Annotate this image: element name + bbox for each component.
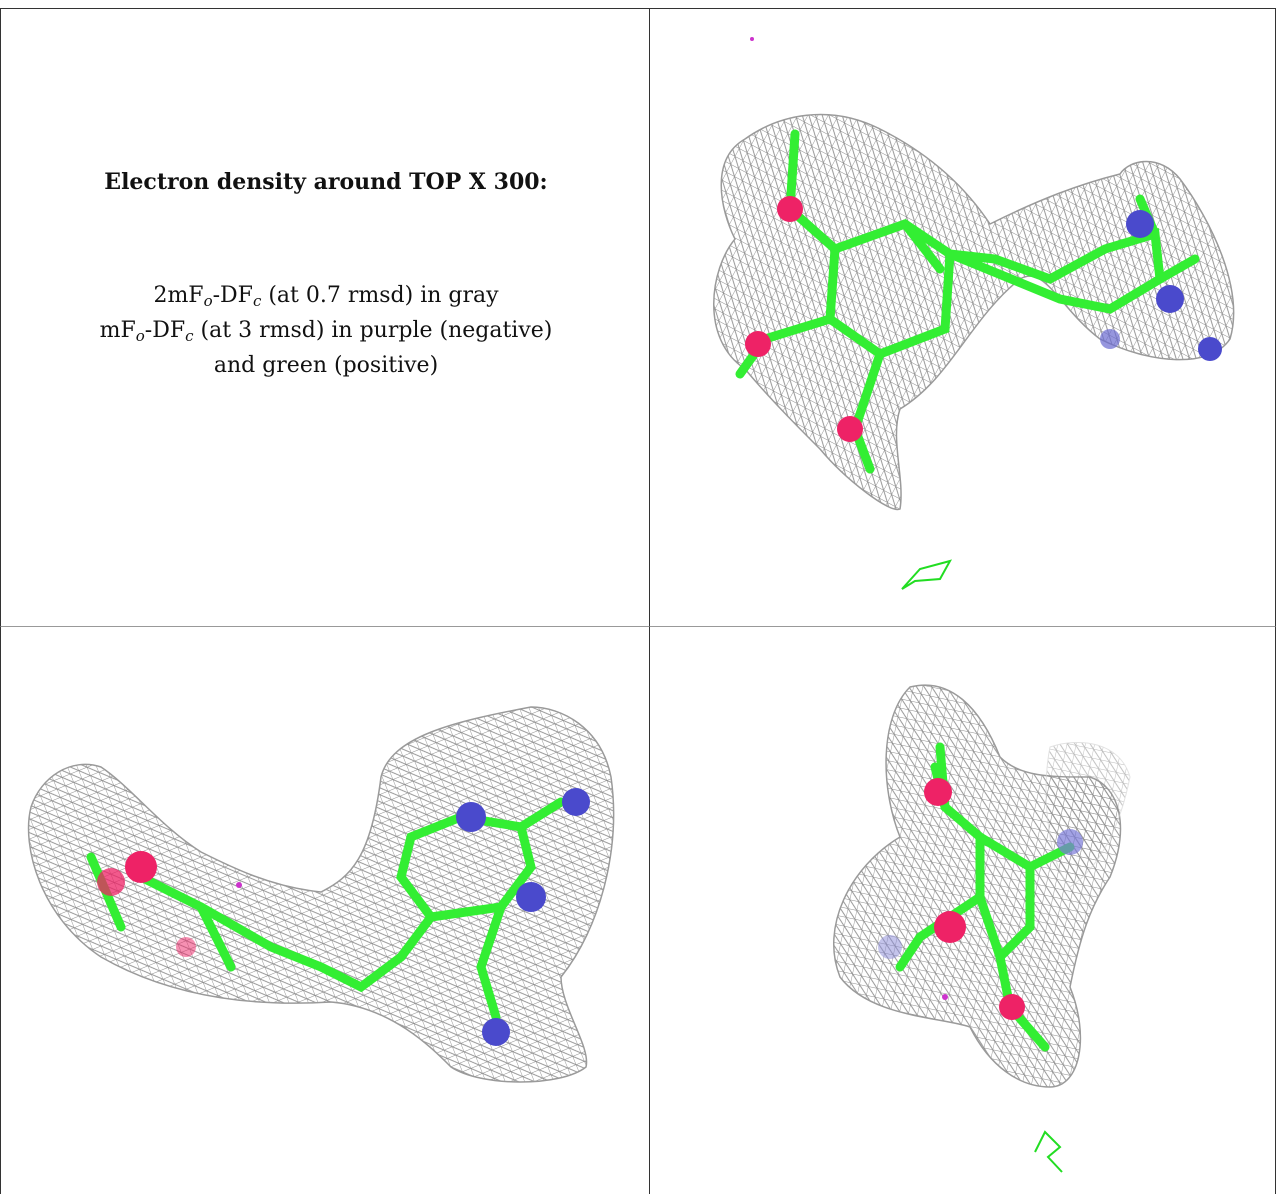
density-view-bottom-right: [650, 626, 1276, 1194]
negative-density-dot: [942, 994, 948, 1000]
mesh-blob-faint: [1045, 741, 1131, 888]
positive-density-blob: [1034, 1130, 1063, 1173]
positive-density-blob: [901, 559, 953, 590]
density-render-3: [832, 684, 1131, 1173]
mesh-blob: [27, 706, 615, 1083]
atom-spheres: [878, 778, 1083, 1020]
density-view-bottom-left: [0, 626, 650, 1194]
caption-legend: 2mFo-DFc (at 0.7 rmsd) in gray mFo-DFc (…: [1, 281, 649, 381]
density-view-top-right: [650, 8, 1276, 626]
atom-spheres: [745, 196, 1222, 442]
negative-density-dot: [236, 882, 242, 888]
legend-gray-line: 2mFo-DFc (at 0.7 rmsd) in gray: [153, 283, 499, 310]
caption-title: Electron density around TOP X 300:: [104, 169, 548, 195]
density-render-2: [27, 706, 615, 1083]
negative-density-dot: [750, 37, 754, 41]
density-render-1: [713, 37, 1235, 590]
caption-panel: Electron density around TOP X 300: 2mFo-…: [0, 8, 650, 626]
legend-positive-line: and green (positive): [213, 353, 439, 378]
ligand-bonds: [735, 129, 1200, 474]
atom-spheres: [97, 788, 590, 1046]
legend-difference-line: mFo-DFc (at 3 rmsd) in purple (negative): [99, 318, 553, 345]
